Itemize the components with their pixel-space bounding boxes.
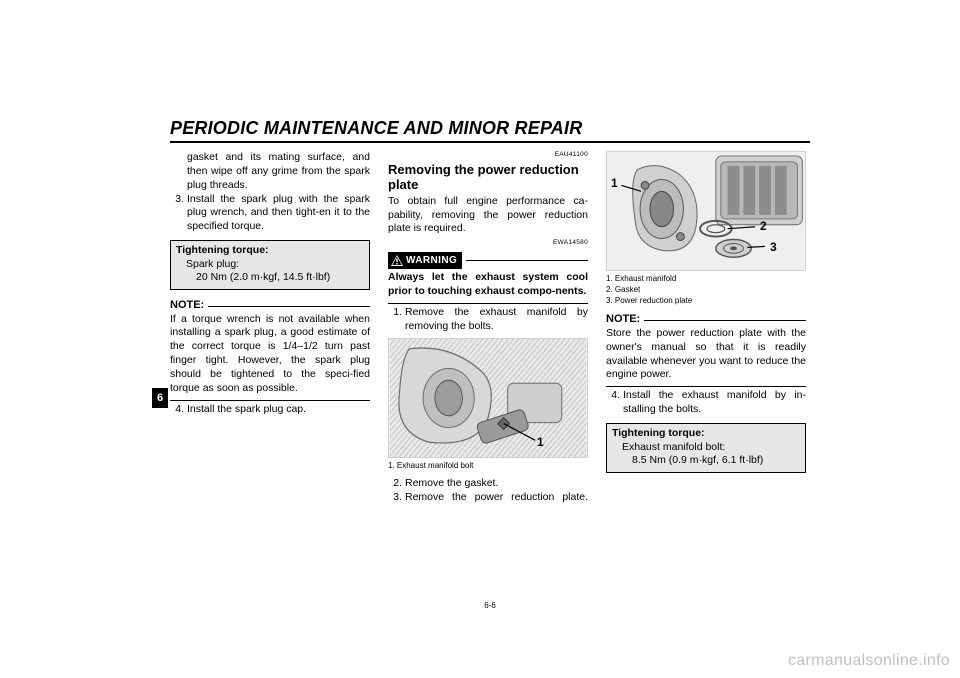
- step-number: 4.: [606, 389, 620, 417]
- figure-caption: 1. Exhaust manifold bolt: [388, 461, 588, 472]
- column-2: EAU41100 Removing the power reduction pl…: [388, 151, 588, 505]
- divider: [170, 400, 370, 401]
- torque-spec-box: Tightening torque: Spark plug: 20 Nm (2.…: [170, 240, 370, 290]
- figure-manifold-parts: 1 2 3: [606, 151, 806, 271]
- step-number: 2.: [388, 477, 402, 491]
- figure-callout-3: 3: [770, 240, 777, 256]
- figure-exhaust-bolt: 1: [388, 338, 588, 458]
- section-intro: To obtain full engine performance ca-pab…: [388, 195, 588, 237]
- watermark: carmanualsonline.info: [788, 652, 950, 670]
- warning-text: Always let the exhaust system cool prior…: [388, 271, 588, 299]
- chapter-tab: 6: [152, 388, 168, 408]
- note-body: Store the power reduction plate with the…: [606, 327, 806, 382]
- step-1: 1. Remove the exhaust manifold by removi…: [388, 306, 588, 334]
- step-text: Remove the gasket.: [405, 477, 588, 491]
- manual-page: 6 PERIODIC MAINTENANCE AND MINOR REPAIR …: [170, 118, 880, 608]
- divider: [388, 303, 588, 304]
- step-text: Install the exhaust manifold by in-stall…: [623, 389, 806, 417]
- step-4: 4. Install the exhaust manifold by in-st…: [606, 389, 806, 417]
- step-number: 3.: [388, 491, 402, 505]
- page-title: PERIODIC MAINTENANCE AND MINOR REPAIR: [170, 118, 810, 143]
- continued-text: gasket and its mating surface, and then …: [170, 151, 370, 193]
- warning-row: WARNING: [388, 252, 588, 269]
- column-3: 1 2 3 1. Exhaust manifold 2. Gasket 3. P…: [606, 151, 806, 505]
- torque-title: Tightening torque:: [612, 427, 800, 441]
- column-1: gasket and its mating surface, and then …: [170, 151, 370, 505]
- step-text: Remove the exhaust manifold by removing …: [405, 306, 588, 334]
- section-heading: Removing the power reduction plate: [388, 162, 588, 193]
- caption-2: 2. Gasket: [606, 285, 806, 296]
- torque-value: 8.5 Nm (0.9 m·kgf, 6.1 ft·lbf): [612, 454, 800, 468]
- ref-code: EWA14580: [388, 239, 588, 248]
- caption-3: 3. Power reduction plate: [606, 296, 806, 307]
- figure-illustration: [389, 339, 587, 457]
- step-number: 4.: [170, 403, 184, 417]
- step-3: 3. Remove the power reduction plate.: [388, 491, 588, 505]
- step-text: Remove the power reduction plate.: [405, 491, 588, 505]
- figure-callout-1: 1: [537, 435, 544, 451]
- note-rule: [644, 320, 806, 321]
- warning-label: WARNING: [406, 254, 457, 267]
- torque-spec-box: Tightening torque: Exhaust manifold bolt…: [606, 423, 806, 473]
- note-body: If a torque wrench is not available when…: [170, 313, 370, 396]
- note-rule: [208, 306, 370, 307]
- step-2: 2. Remove the gasket.: [388, 477, 588, 491]
- caption-1: 1. Exhaust manifold: [606, 274, 806, 285]
- step-number: 3.: [170, 193, 184, 235]
- torque-value: 20 Nm (2.0 m·kgf, 14.5 ft·lbf): [176, 271, 364, 285]
- warning-rule: [466, 260, 588, 261]
- torque-item: Exhaust manifold bolt:: [612, 441, 800, 455]
- torque-title: Tightening torque:: [176, 244, 364, 258]
- step-4: 4. Install the spark plug cap.: [170, 403, 370, 417]
- note-heading: NOTE:: [170, 298, 370, 313]
- note-label: NOTE:: [170, 298, 204, 313]
- note-label: NOTE:: [606, 312, 640, 327]
- ref-code: EAU41100: [388, 151, 588, 160]
- divider: [606, 386, 806, 387]
- warning-icon: [391, 255, 403, 266]
- step-text: Install the spark plug cap.: [187, 403, 370, 417]
- figure-callout-2: 2: [760, 219, 767, 235]
- torque-item: Spark plug:: [176, 258, 364, 272]
- step-number: 1.: [388, 306, 402, 334]
- step-text: Install the spark plug with the spark pl…: [187, 193, 370, 235]
- step-3: 3. Install the spark plug with the spark…: [170, 193, 370, 235]
- note-heading: NOTE:: [606, 312, 806, 327]
- warning-badge: WARNING: [388, 252, 462, 269]
- content-columns: gasket and its mating surface, and then …: [170, 151, 810, 505]
- figure-callout-1: 1: [611, 176, 618, 192]
- page-number: 6-6: [170, 601, 810, 610]
- figure-captions: 1. Exhaust manifold 2. Gasket 3. Power r…: [606, 274, 806, 306]
